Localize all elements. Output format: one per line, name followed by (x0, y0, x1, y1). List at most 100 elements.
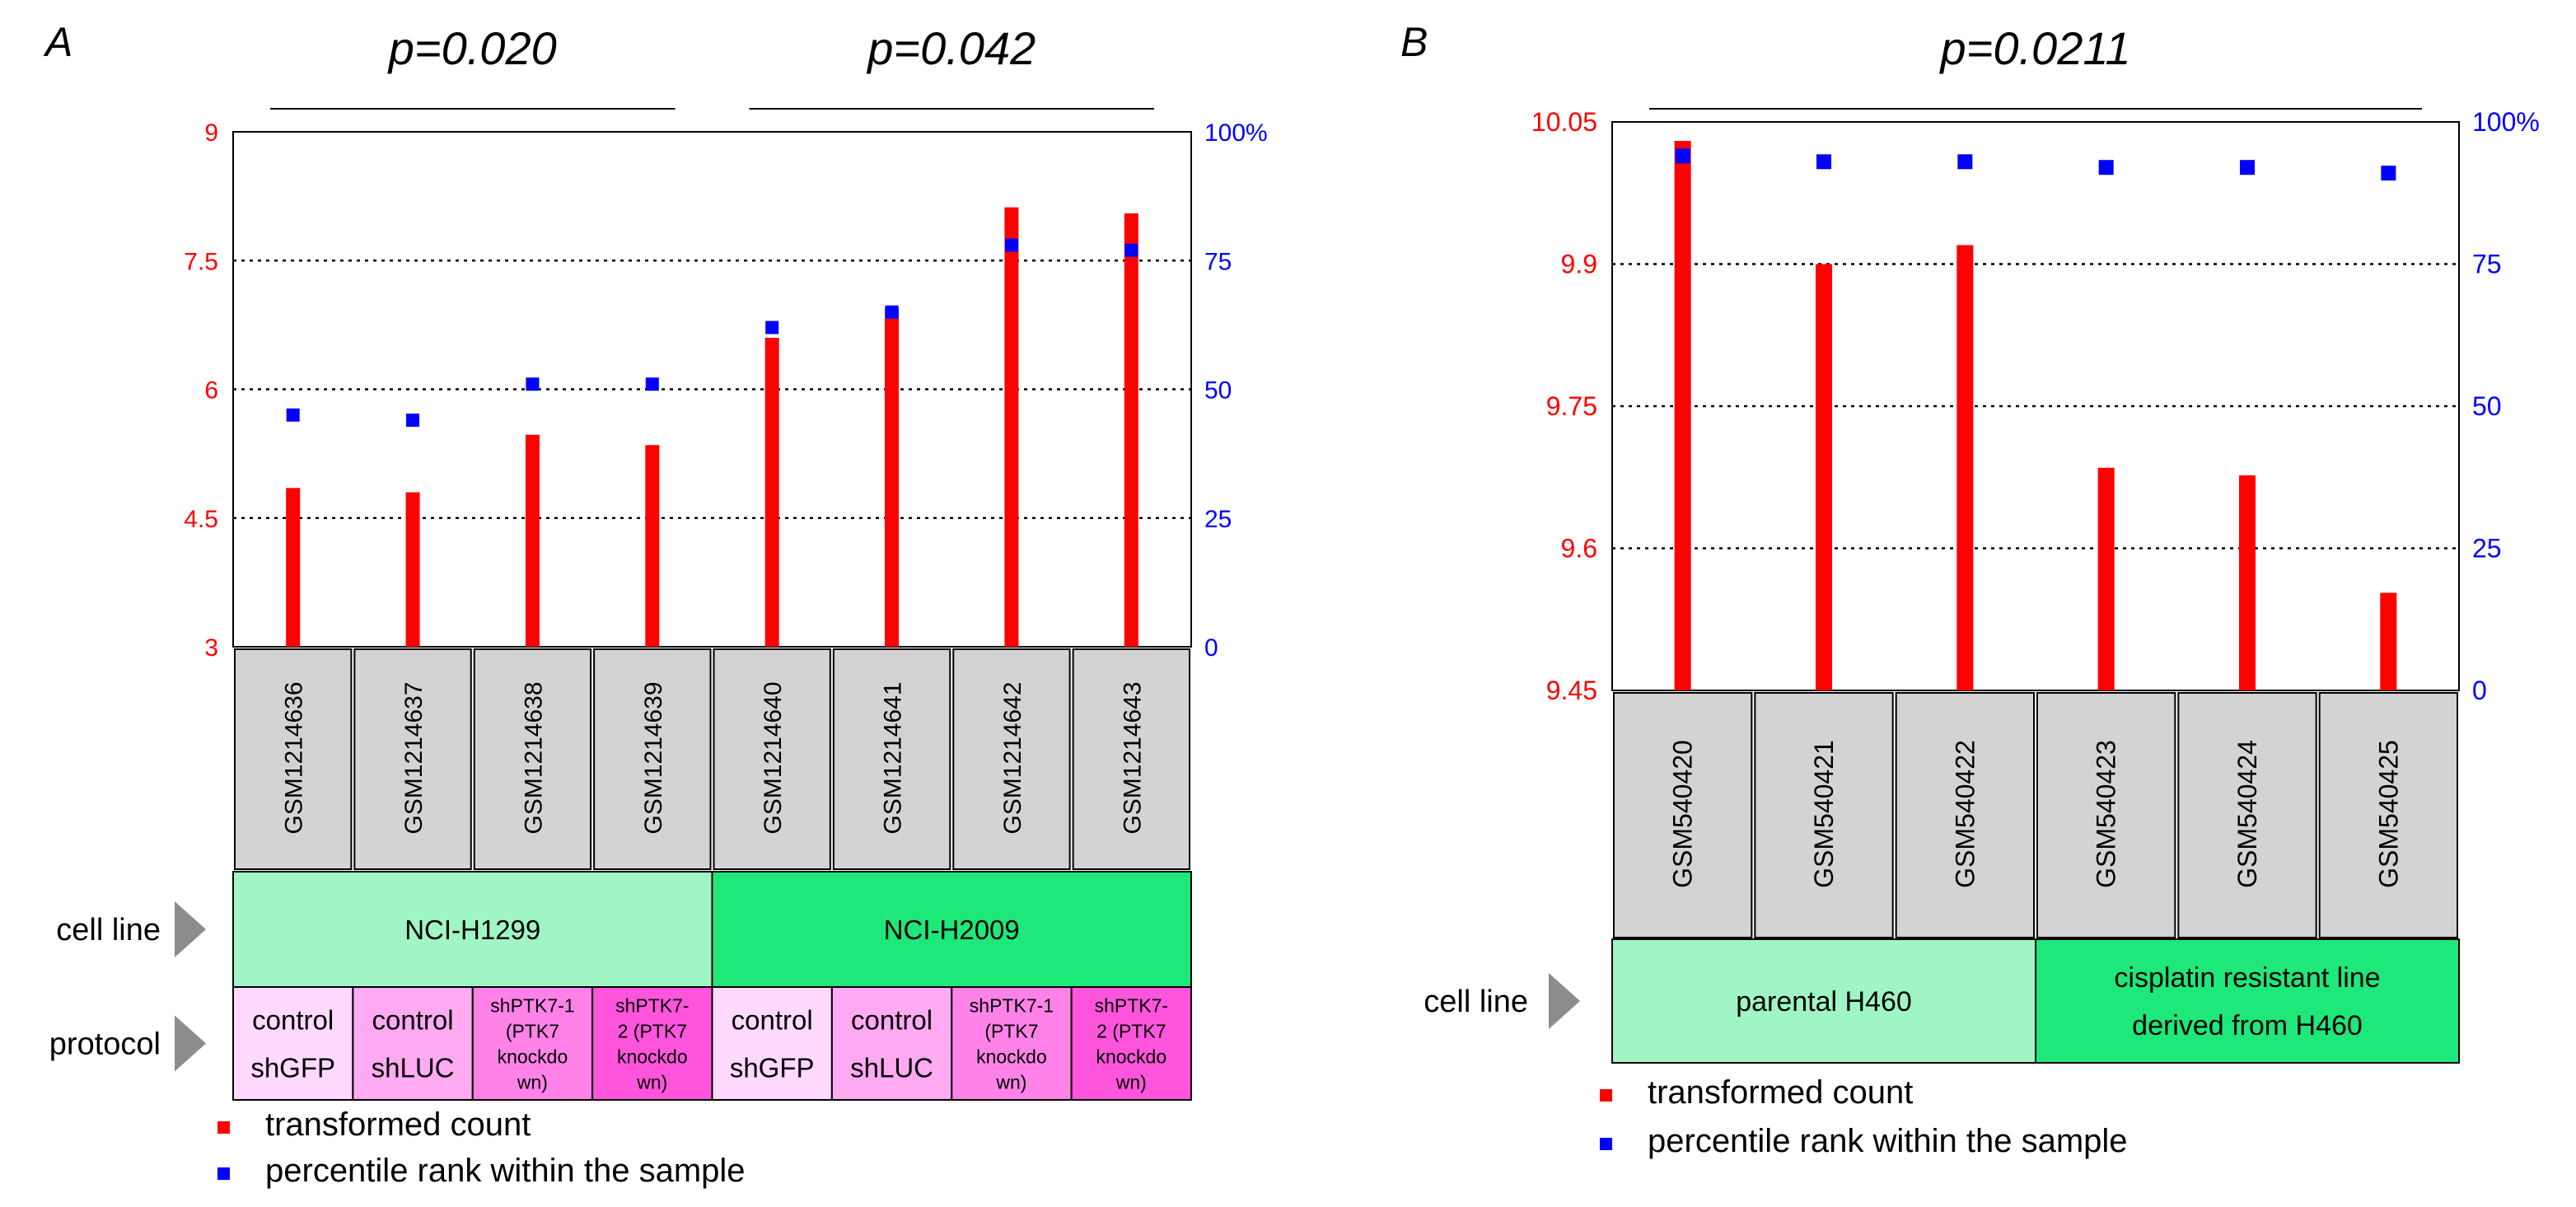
annotation-text: shGFP (250, 1052, 335, 1083)
point-percentile-rank (1957, 154, 1973, 170)
bar-transformed-count (1816, 264, 1832, 690)
sample-label: GSM540425 (2373, 740, 2403, 888)
panel-label: A (43, 19, 72, 65)
annotation-text: 2 (PTK7 (1096, 1020, 1166, 1041)
left-axis-tick: 9.45 (1546, 676, 1597, 705)
annotation-cell (711, 986, 833, 1101)
annotation-cell (471, 986, 594, 1101)
annotation-text: 2 (PTK7 (618, 1020, 687, 1041)
annotation-cell (1070, 986, 1192, 1101)
bar-transformed-count (405, 492, 420, 647)
annotation-text: shPTK7-1 (490, 994, 574, 1016)
point-percentile-rank (1675, 148, 1690, 164)
left-axis-tick: 10.05 (1531, 107, 1597, 137)
left-axis-tick: 9.6 (1561, 534, 1597, 564)
row-arrow-icon (175, 901, 206, 957)
annotation-cell (711, 871, 1192, 988)
point-percentile-rank (526, 377, 540, 391)
annotation-text: shGFP (730, 1052, 815, 1083)
annotation-cell (352, 986, 474, 1101)
left-axis-tick: 9.75 (1546, 391, 1597, 421)
point-percentile-rank (645, 377, 659, 391)
annotation-text: shLUC (372, 1052, 455, 1083)
annotation-text: control (851, 1004, 933, 1035)
point-percentile-rank (1004, 238, 1018, 252)
left-axis-tick: 4.5 (184, 506, 218, 533)
left-axis-tick: 7.5 (184, 248, 218, 275)
annotation-text: shPTK7- (615, 994, 689, 1016)
annotation-cell (951, 986, 1073, 1101)
right-axis-tick: 75 (2472, 250, 2502, 279)
sample-cell (1895, 692, 2036, 938)
bar-transformed-count (2097, 467, 2115, 690)
sample-cell (1754, 692, 1894, 938)
right-axis-tick: 75 (1204, 248, 1232, 275)
sample-cell (713, 648, 831, 870)
annotation-text: shPTK7-1 (970, 994, 1054, 1016)
legend-marker-transformed-count (1600, 1089, 1612, 1102)
point-percentile-rank (1124, 243, 1138, 257)
annotation-text: knockdo (498, 1046, 568, 1067)
sample-label: GSM540422 (1950, 740, 1980, 888)
row-label: protocol (49, 1027, 161, 1062)
annotation-text: (PTK7 (506, 1020, 559, 1041)
right-axis-tick: 25 (2472, 534, 2502, 564)
right-axis-tick: 100% (1204, 119, 1268, 147)
bar-transformed-count (1004, 207, 1019, 647)
point-percentile-rank (765, 320, 779, 334)
annotation-text: knockdo (1096, 1046, 1166, 1067)
annotation-text: parental H460 (1736, 986, 1912, 1018)
left-axis-tick: 6 (204, 377, 218, 405)
right-axis-tick: 0 (2472, 676, 2487, 705)
legend-label: transformed count (265, 1106, 531, 1143)
legend-label: percentile rank within the sample (265, 1153, 746, 1189)
sample-cell (2036, 692, 2176, 938)
point-percentile-rank (2381, 166, 2396, 181)
sample-cell (1072, 648, 1190, 870)
point-percentile-rank (406, 414, 420, 427)
sample-label: GSM1214636 (281, 681, 308, 834)
right-axis-tick: 50 (2472, 391, 2502, 421)
right-axis-tick: 50 (1204, 377, 1232, 405)
annotation-cell (591, 986, 713, 1101)
bar-transformed-count (1674, 141, 1691, 690)
annotation-text: cisplatin resistant line (2114, 962, 2380, 994)
bar-transformed-count (1957, 245, 1974, 690)
bar-transformed-count (645, 445, 660, 647)
sample-label: GSM1214640 (760, 681, 787, 834)
left-axis-tick: 3 (204, 634, 218, 662)
sample-cell (234, 648, 353, 870)
right-axis-tick: 100% (2472, 107, 2540, 137)
annotation-cell (232, 871, 713, 988)
point-percentile-rank (2098, 160, 2114, 175)
row-arrow-icon (175, 1015, 206, 1072)
plot-frame (1611, 121, 2460, 691)
bar-transformed-count (2239, 475, 2256, 690)
annotation-text: control (252, 1004, 334, 1035)
right-axis-tick: 0 (1204, 634, 1218, 662)
bar-transformed-count (525, 434, 540, 647)
annotation-text: control (732, 1004, 813, 1035)
point-percentile-rank (885, 305, 899, 319)
annotation-text: derived from H460 (2132, 1010, 2363, 1041)
annotation-text: control (372, 1004, 454, 1035)
annotation-text: knockdo (976, 1046, 1047, 1067)
annotation-cell (2035, 938, 2460, 1064)
annotation-text: (PTK7 (984, 1020, 1038, 1041)
point-percentile-rank (2240, 160, 2255, 175)
sample-label: GSM1214641 (880, 681, 907, 834)
panel-label: B (1400, 19, 1428, 65)
sample-label: GSM1214638 (520, 681, 547, 834)
bar-transformed-count (2380, 592, 2397, 690)
annotation-cell (830, 986, 953, 1101)
p-value-label: p=0.0211 (1939, 22, 2131, 74)
annotation-text: shLUC (850, 1052, 933, 1083)
p-value-label: p=0.042 (866, 22, 1036, 74)
sample-cell (593, 648, 712, 870)
legend-marker-transformed-count (217, 1121, 230, 1134)
annotation-text: wn) (995, 1071, 1026, 1092)
legend-marker-percentile (1600, 1138, 1612, 1150)
